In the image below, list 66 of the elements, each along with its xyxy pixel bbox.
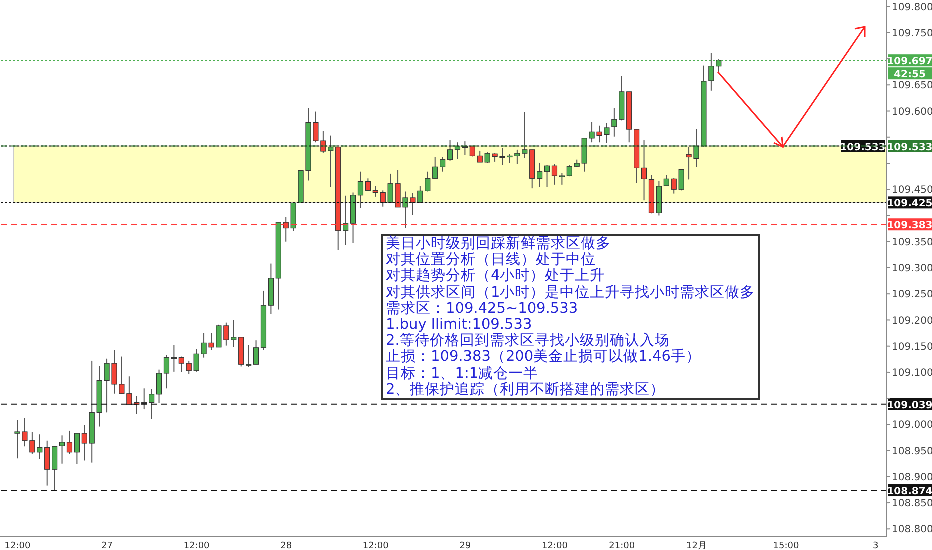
candlestick [186,360,192,375]
x-tick-label: 12:00 [184,541,210,550]
candlestick [559,172,565,186]
candlestick [358,171,364,209]
candlestick [59,435,66,464]
annotation: 2、推保护追踪（利用不断搭建的需求区） [386,382,666,398]
candlestick [178,356,184,373]
candlestick [544,164,550,188]
candlestick [671,178,677,194]
candlestick [537,162,543,188]
ref-line-label: 108.874 [887,486,932,498]
candlestick [231,320,237,348]
candlestick [74,433,80,465]
candlestick [52,446,58,490]
candlestick [477,150,483,163]
candlestick [171,344,177,372]
x-tick-label: 12:00 [542,541,568,550]
candlestick [328,135,334,188]
candlestick [432,156,438,180]
annotation: 美日小时级别回踩新鲜需求区做多 [386,236,612,252]
candlestick [37,434,43,460]
candlestick [149,388,155,420]
candlestick [44,440,50,486]
candlestick [612,108,618,138]
ref-line-label: 109.383 [887,220,932,232]
x-tick-label: 12:00 [362,541,390,550]
candlestick [447,140,454,162]
candlestick [156,369,162,404]
ref-line-label: 109.697 [887,56,932,68]
candlestick [253,340,260,366]
x-tick-label: 3 [872,541,879,550]
x-tick-label: 27 [102,541,113,550]
candlestick [552,164,558,186]
x-tick-label: 29 [460,541,472,550]
ref-line-label: 109.533 [887,142,932,154]
annotation: 2.等待价格回到需求区寻找小级别确认入场 [386,333,671,350]
candlestick [380,190,386,208]
ref-line-label: 109.425 [887,198,932,210]
annotation: 目标：1、1:1减仓一半 [386,366,540,382]
candlestick [641,140,648,202]
annotation: 止损：109.383（200美金止损可以做1.46手） [386,349,702,366]
candlestick [66,430,73,455]
text: 42:55 [894,70,926,81]
annotation: 对其供求区间（1小时）是中位上升寻找小时需求区做多 [386,284,756,301]
candlestick [82,424,88,462]
candlestick [664,174,670,187]
candlestick [246,344,252,368]
candlestick [365,178,371,192]
annotation: 1.buy llimit:109.533 [386,317,534,334]
x-tick-label: 21:00 [609,541,636,550]
candlestick [142,388,148,410]
candlestick [164,354,170,390]
candlestick [372,186,378,198]
annotation: 需求区：109.425~109.533 [386,300,580,318]
candlestick [522,112,528,159]
x-tick-label: 12月 [686,541,707,550]
x-tick-label: 15:00 [773,541,800,550]
x-tick-label: 12:00 [4,541,31,550]
candlestick [678,168,684,192]
ref-line-label: 109.039 [887,400,932,412]
ref-line-label: 109.533 [840,142,886,154]
candlestick [425,171,431,192]
candlestick [440,156,446,172]
annotation: 对其位置分析（日线）处于中位 [386,252,596,268]
x-tick-label: 28 [280,541,292,550]
annotation: 对其趋势分析（4小时）处于上升 [386,268,606,285]
